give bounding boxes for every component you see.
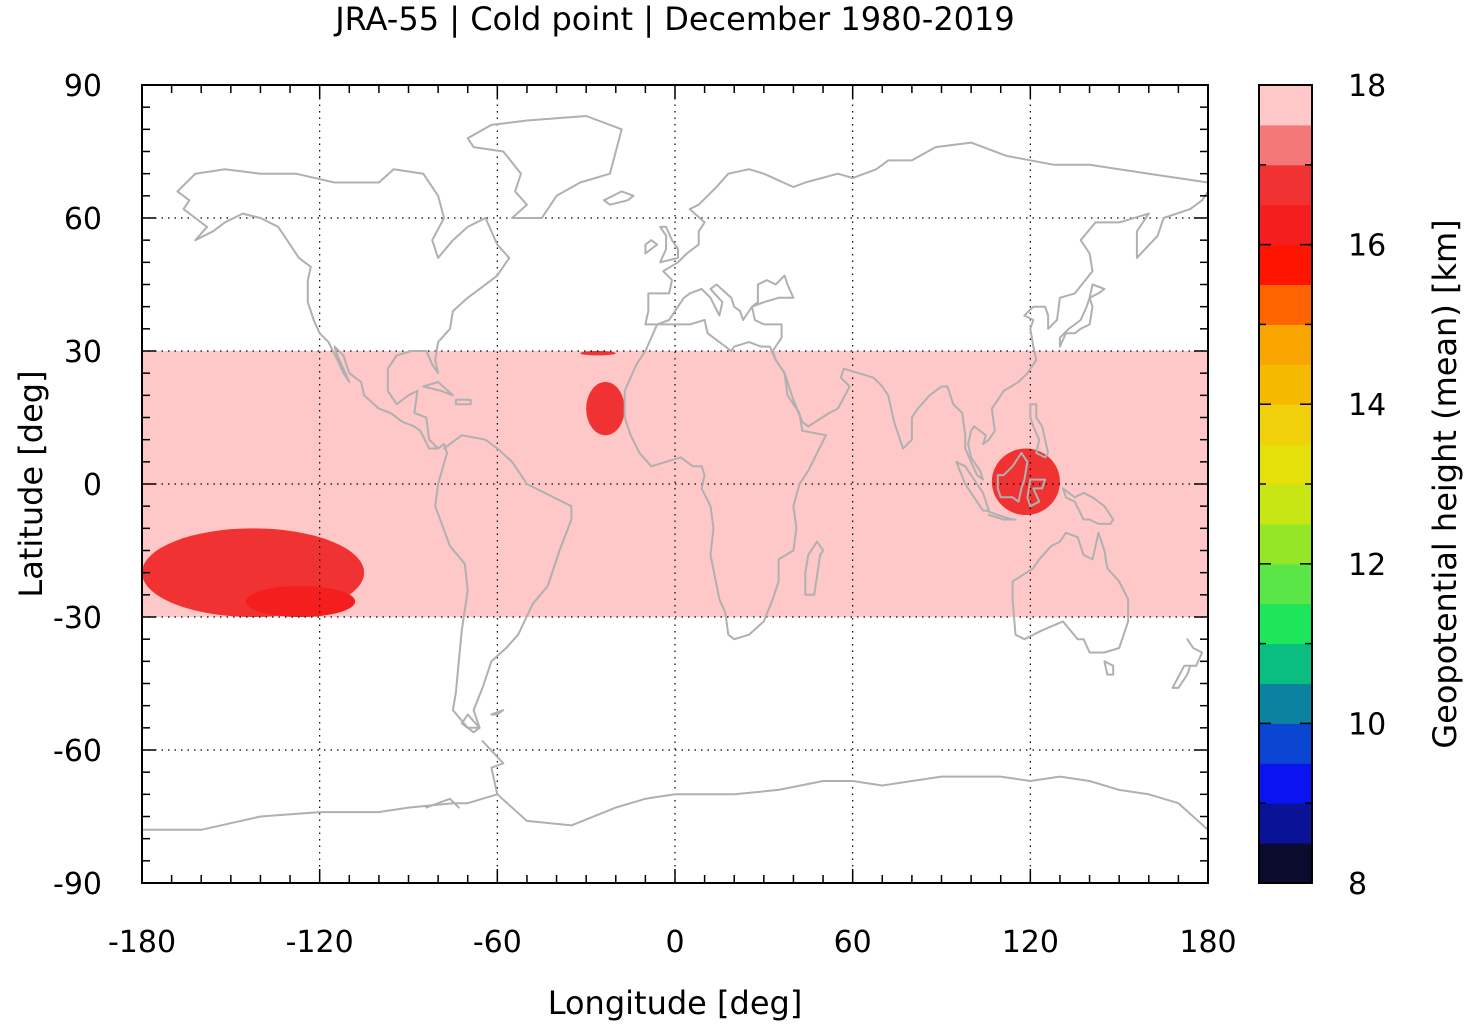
y-tick-label: -30 <box>53 601 102 636</box>
x-tick-label: 60 <box>834 925 872 960</box>
field-region-3: South Pacific off Chile <box>370 559 462 617</box>
colorbar-ticks <box>1259 84 1312 884</box>
colorbar-band <box>1259 523 1312 565</box>
coastline <box>1061 487 1115 525</box>
colorbar-tick-label: 18 <box>1348 69 1386 104</box>
grid <box>142 85 1208 883</box>
coastline <box>176 168 573 729</box>
x-axis-label: Longitude [deg] <box>548 984 803 1022</box>
coastline <box>659 225 679 264</box>
colorbar-band <box>1259 204 1312 246</box>
coastline <box>644 190 1208 481</box>
y-tick-label: 30 <box>64 335 102 370</box>
colorbar-band <box>1259 85 1312 126</box>
colorbar-tick-labels: 8 10 12 14 16 18 <box>1348 69 1386 902</box>
colorbar-band <box>1259 803 1312 844</box>
y-axis-label: Latitude [deg] <box>12 370 50 597</box>
coastline <box>996 452 1029 503</box>
coastline <box>623 319 827 641</box>
colorbar-tick-label: 12 <box>1348 548 1386 583</box>
x-tick-label: -120 <box>286 925 354 960</box>
coastline <box>644 141 1208 326</box>
field-region-5: Maritime Continent <box>991 448 1060 516</box>
x-tick-label: 120 <box>1002 925 1059 960</box>
field-region-7: Tibetan edge <box>962 351 975 365</box>
colorbar-band <box>1259 603 1312 645</box>
x-tick-label: -60 <box>473 925 522 960</box>
field-region-8: Northern Atlantic edge <box>580 351 616 356</box>
colorbar-band <box>1259 164 1312 206</box>
colorbar-band <box>1259 284 1312 325</box>
colorbar-band <box>1259 324 1312 365</box>
colorbar-band <box>1259 404 1312 445</box>
coastline <box>466 115 623 219</box>
plot-area: Eastern South Pacific maximumEastern Sou… <box>142 85 1208 883</box>
x-tick-label: 0 <box>665 925 684 960</box>
field-region-6: Western Pacific north <box>1160 395 1208 414</box>
colorbar-band <box>1259 683 1312 724</box>
coastlines <box>142 115 1208 831</box>
colorbar-band <box>1259 124 1312 166</box>
x-tick-label: 180 <box>1179 925 1236 960</box>
colorbar: 8 10 12 14 16 18 Geopotential height (mean) [… <box>1258 69 1464 902</box>
y-tick-label: 90 <box>64 69 102 104</box>
colorbar-band <box>1259 563 1312 605</box>
chart-title: JRA-55 | Cold point | December 1980-2019 <box>333 0 1015 38</box>
colorbar-band <box>1259 723 1312 764</box>
y-tick-label: -60 <box>53 734 102 769</box>
field-region-2: Gulf of Mexico / Caribbean <box>387 368 498 422</box>
colorbar-label: Geopotential height (mean) [km] <box>1426 219 1464 748</box>
coastline <box>1171 638 1204 689</box>
x-tick-labels: -180 -120 -60 0 60 120 180 <box>108 925 1237 960</box>
coastline <box>955 460 990 512</box>
coastline <box>602 190 635 206</box>
coastline <box>142 740 505 831</box>
coastline <box>1103 660 1115 676</box>
coastline <box>425 797 460 809</box>
coastline <box>1026 478 1047 508</box>
y-tick-label: 0 <box>83 468 102 503</box>
axis-ticks <box>141 84 1209 884</box>
field-region-4: Eastern North Atlantic <box>586 382 625 436</box>
colorbar-bands <box>1259 85 1312 884</box>
field-region-1: Eastern South Pacific core <box>245 585 356 617</box>
colorbar-band <box>1259 444 1312 485</box>
y-tick-labels: -90 -60 -30 0 30 60 90 <box>53 69 102 902</box>
colorbar-band <box>1259 244 1312 285</box>
colorbar-tick-label: 16 <box>1348 229 1386 264</box>
colorbar-band <box>1259 484 1312 525</box>
colorbar-band <box>1259 643 1312 684</box>
colorbar-band <box>1259 364 1312 405</box>
coastline <box>1011 531 1130 654</box>
colorbar-tick-label: 14 <box>1348 388 1386 423</box>
coastline <box>490 709 505 716</box>
y-tick-label: -90 <box>53 867 102 902</box>
colorbar-tick-label: 8 <box>1348 867 1367 902</box>
coastline <box>804 540 825 596</box>
y-tick-label: 60 <box>64 202 102 237</box>
coastline <box>422 381 454 397</box>
coastline <box>1058 283 1106 348</box>
colorbar-band <box>1259 843 1312 884</box>
colorbar-tick-label: 10 <box>1348 707 1386 742</box>
coastline <box>454 398 472 406</box>
coastline <box>984 509 1017 521</box>
coastline <box>644 239 659 255</box>
coastline <box>460 713 481 734</box>
x-tick-label: -180 <box>108 925 176 960</box>
colorbar-band <box>1259 763 1312 804</box>
coastline <box>496 775 1208 831</box>
coastline <box>1029 403 1050 459</box>
coastline <box>176 190 440 450</box>
